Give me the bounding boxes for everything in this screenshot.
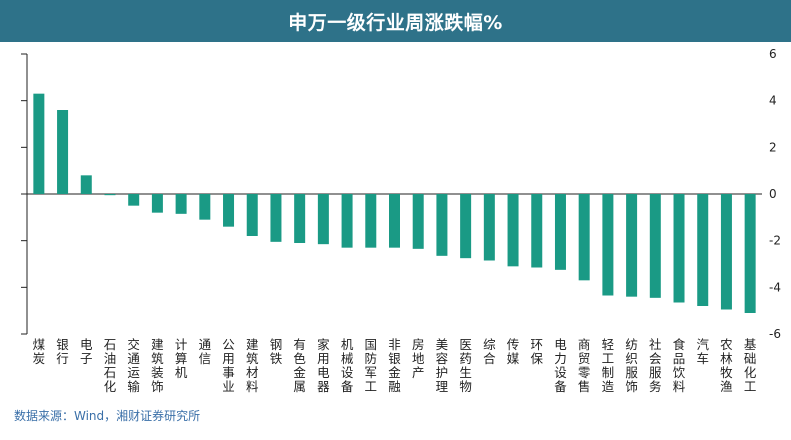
category-label: 美容护理 <box>436 337 449 394</box>
bar <box>412 194 424 249</box>
bar <box>33 93 45 194</box>
bar <box>602 194 614 296</box>
bar <box>365 194 377 248</box>
bar <box>223 194 235 227</box>
bar <box>436 194 448 256</box>
bar <box>483 194 495 261</box>
category-label: 钢铁 <box>270 337 283 366</box>
bar <box>744 194 756 313</box>
bar-chart: -6 -4 -2 0 2 4 6 煤炭银行电子石油石化交通运输建筑装饰计算机通信公用事业建筑材… <box>21 47 781 394</box>
category-label: 综合 <box>483 337 496 366</box>
bar <box>175 194 187 214</box>
category-label: 石油石化 <box>104 337 117 394</box>
category-label: 银行 <box>56 337 69 366</box>
y-tick-label: 4 <box>769 94 777 108</box>
source-note: 数据来源：Wind，湘财证券研究所 <box>14 409 201 423</box>
bar <box>460 194 472 259</box>
category-label: 机械设备 <box>341 337 354 394</box>
bar <box>389 194 400 248</box>
y-tick-label: 0 <box>769 187 777 201</box>
category-label: 建筑材料 <box>246 337 259 394</box>
bar <box>673 194 685 303</box>
bar <box>554 194 566 270</box>
bar <box>294 194 306 243</box>
category-label: 环保 <box>531 337 544 366</box>
category-label: 电子 <box>80 337 93 366</box>
bar <box>246 194 258 236</box>
bar <box>128 194 140 206</box>
bar <box>649 194 661 298</box>
y-tick-label: -2 <box>769 234 781 248</box>
category-label: 传媒 <box>507 337 520 366</box>
y-tick-label: -6 <box>769 327 781 341</box>
category-label: 商贸零售 <box>578 337 591 394</box>
category-label: 电力设备 <box>554 337 567 394</box>
category-label: 房地产 <box>412 337 425 380</box>
bar <box>626 194 638 297</box>
bar <box>531 194 543 268</box>
category-label: 社会服务 <box>649 337 662 394</box>
category-label: 交通运输 <box>127 337 140 394</box>
y-tick-label: 6 <box>769 47 777 61</box>
category-label: 有色金属 <box>293 337 306 394</box>
bar <box>697 194 709 306</box>
category-label: 医药生物 <box>459 337 472 394</box>
category-label: 公用事业 <box>222 337 235 394</box>
bar <box>341 194 353 248</box>
bar <box>80 175 92 194</box>
bar <box>507 194 519 267</box>
category-label: 食品饮料 <box>673 337 686 394</box>
title-bar: 申万一级行业周涨跌幅% <box>0 0 791 42</box>
bar <box>270 194 282 242</box>
bar <box>151 194 163 213</box>
chart-title: 申万一级行业周涨跌幅% <box>288 11 503 34</box>
category-label: 汽车 <box>696 337 709 366</box>
category-label: 计算机 <box>175 337 188 380</box>
category-label: 轻工制造 <box>602 337 615 394</box>
category-label: 通信 <box>199 337 212 366</box>
category-label: 纺织服饰 <box>625 337 638 394</box>
bar <box>104 194 116 196</box>
bar <box>578 194 590 281</box>
category-label: 农林牧渔 <box>720 337 733 394</box>
bar <box>199 194 211 220</box>
category-label: 国防军工 <box>365 337 378 394</box>
category-label: 煤炭 <box>33 337 46 366</box>
category-label: 建筑装饰 <box>151 337 164 394</box>
bar <box>317 194 329 245</box>
y-tick-label: -4 <box>769 280 781 294</box>
y-tick-label: 2 <box>769 140 777 154</box>
bar <box>57 110 69 194</box>
bar <box>720 194 732 310</box>
category-label: 非银金融 <box>388 337 401 394</box>
category-label: 基础化工 <box>744 337 757 394</box>
category-label: 家用电器 <box>317 337 330 394</box>
